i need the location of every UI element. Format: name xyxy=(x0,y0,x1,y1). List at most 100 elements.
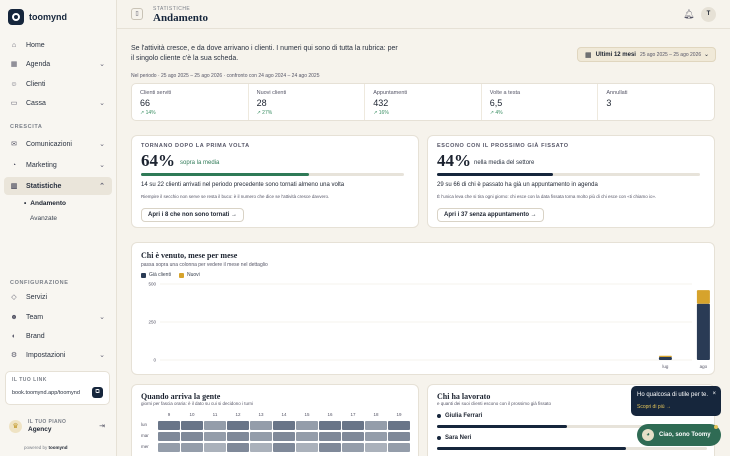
heatmap-day-label: lun xyxy=(141,422,148,427)
heatmap-title: Quando arriva la gente xyxy=(141,392,221,401)
heatmap-cell[interactable] xyxy=(181,443,203,452)
sidebar-item-label: Statistiche xyxy=(26,182,62,190)
heatmap-cell[interactable] xyxy=(158,421,180,430)
returning-progress xyxy=(141,173,404,176)
team-icon: ☻ xyxy=(10,313,18,321)
sidebar-item-label: Comunicazioni xyxy=(26,140,72,148)
calendar-icon: ▦ xyxy=(585,51,592,59)
heatmap-cell[interactable] xyxy=(204,421,226,430)
cash-icon: ▭ xyxy=(10,100,18,107)
chevron-down-icon: ⌄ xyxy=(99,100,105,107)
avatar[interactable]: T xyxy=(701,7,716,22)
chevron-down-icon: ⌄ xyxy=(99,352,105,359)
heatmap-cell[interactable] xyxy=(273,443,295,452)
heatmap-cell[interactable] xyxy=(342,421,364,430)
heatmap-cell[interactable] xyxy=(181,432,203,441)
sidebar-item-impostazioni[interactable]: ⚙ Impostazioni ⌄ xyxy=(4,346,112,364)
booking-link-url[interactable]: book.toomynd.app/toomynd xyxy=(12,390,80,396)
heatmap-cell[interactable] xyxy=(388,421,410,430)
heatmap-cell[interactable] xyxy=(250,432,272,441)
heatmap-cell[interactable] xyxy=(158,432,180,441)
heatmap-cell[interactable] xyxy=(296,432,318,441)
chevron-up-icon: ⌃ xyxy=(99,183,105,190)
staff-row[interactable]: Sara Neri xyxy=(437,435,471,441)
assistant-icon: ◕ xyxy=(642,429,654,441)
y-tick-label: 500 xyxy=(148,282,156,287)
heatmap-cell[interactable] xyxy=(204,432,226,441)
next-booked-value: 44% xyxy=(437,151,471,170)
heatmap-cell[interactable] xyxy=(273,421,295,430)
sidebar-item-agenda[interactable]: ▦ Agenda ⌄ xyxy=(4,55,112,73)
heatmap-cell[interactable] xyxy=(204,443,226,452)
chart-title: Chi è venuto, mese per mese xyxy=(141,251,238,260)
heatmap-cell[interactable] xyxy=(388,443,410,452)
heatmap-cell[interactable] xyxy=(319,443,341,452)
booking-link-label: IL TUO LINK xyxy=(12,377,47,383)
heatmap-cell[interactable] xyxy=(227,432,249,441)
sidebar-item-clienti[interactable]: ☺ Clienti xyxy=(4,75,112,93)
section-label-crescita: CRESCITA xyxy=(10,124,43,130)
open-without-appointment-button[interactable]: Apri i 37 senza appuntamento → xyxy=(437,208,544,222)
tag-icon: ◇ xyxy=(11,294,17,301)
heatmap-cell[interactable] xyxy=(365,432,387,441)
sidebar-subitem-avanzate[interactable]: Avanzate xyxy=(30,215,57,222)
sidebar-subitem-andamento[interactable]: • Andamento xyxy=(24,200,67,207)
chevron-down-icon: ⌄ xyxy=(99,314,105,321)
sidebar-item-marketing[interactable]: ◔ Marketing ⌄ xyxy=(4,156,112,174)
heatmap-hour-label: 9 xyxy=(167,412,171,417)
logout-icon[interactable]: ⇥ xyxy=(99,423,105,430)
x-tick-label: ago xyxy=(700,364,708,369)
open-not-returned-button[interactable]: Apri i 8 che non sono tornati → xyxy=(141,208,245,222)
help-more-link[interactable]: Scopri di più → xyxy=(637,404,671,410)
logo-icon xyxy=(8,9,24,25)
assistant-label: Ciao, sono Toomy xyxy=(659,432,711,438)
heatmap-cell[interactable] xyxy=(319,421,341,430)
heatmap-cell[interactable] xyxy=(296,443,318,452)
sidebar-item-brand[interactable]: ◐ Brand xyxy=(4,327,112,345)
staff-row[interactable]: Giulia Ferrari xyxy=(437,413,482,419)
sidebar-item-comunicazioni[interactable]: ✉ Comunicazioni ⌄ xyxy=(4,135,112,153)
sidebar-item-team[interactable]: ☻ Team ⌄ xyxy=(4,308,112,326)
heatmap-cell[interactable] xyxy=(296,421,318,430)
sidebar-item-servizi[interactable]: ◇ Servizi xyxy=(4,288,112,306)
sidebar-item-statistiche[interactable]: ▥ Statistiche ⌃ xyxy=(4,177,112,195)
staff-title: Chi ha lavorato xyxy=(437,392,491,401)
help-popup[interactable]: Ho qualcosa di utile per te. × Scopri di… xyxy=(631,386,721,416)
sidebar-item-label: Servizi xyxy=(26,293,48,301)
kpi-volte-a-testa: Volte a testa 6,5 ↗ 4% xyxy=(482,84,599,120)
powered-by: powered by toomynd xyxy=(24,445,68,450)
heatmap-cell[interactable] xyxy=(158,443,180,452)
heatmap-cell[interactable] xyxy=(388,432,410,441)
heatmap-cell[interactable] xyxy=(227,421,249,430)
top-header: ▯ STATISTICHE Andamento 🔔︎ T xyxy=(117,0,730,29)
heatmap-cell[interactable] xyxy=(250,421,272,430)
bell-icon[interactable]: 🔔︎ xyxy=(683,9,695,19)
close-icon[interactable]: × xyxy=(712,391,716,397)
heatmap-cell[interactable] xyxy=(365,421,387,430)
heatmap-cell[interactable] xyxy=(342,443,364,452)
period-note: Nel periodo · 25 ago 2025 – 25 ago 2026 … xyxy=(131,73,320,79)
heatmap-cell[interactable] xyxy=(250,443,272,452)
heatmap-day-label: mar xyxy=(141,433,149,438)
heatmap-hour-label: 17 xyxy=(350,412,356,417)
kpi-nuovi-clienti: Nuovi clienti 28 ↗ 27% xyxy=(249,84,366,120)
heatmap-hour-label: 12 xyxy=(235,412,241,417)
app-name: toomynd xyxy=(29,12,67,22)
copy-icon[interactable]: ⧉ xyxy=(92,387,103,398)
bar-ago-nuovi xyxy=(696,290,710,304)
sidebar-item-cassa[interactable]: ▭ Cassa ⌄ xyxy=(4,94,112,112)
assistant-button[interactable]: ◕ Ciao, sono Toomy xyxy=(637,424,721,446)
sidebar-item-label: Brand xyxy=(26,332,45,340)
sidebar-item-home[interactable]: ⌂ Home xyxy=(4,36,112,54)
heatmap-cell[interactable] xyxy=(181,421,203,430)
heatmap-cell[interactable] xyxy=(273,432,295,441)
period-selector[interactable]: ▦ Ultimi 12 mesi 25 ago 2025 – 25 ago 20… xyxy=(577,47,716,62)
heatmap-cell[interactable] xyxy=(319,432,341,441)
monthly-chart[interactable]: 0 250 500 lug ago xyxy=(132,243,716,376)
heatmap-cell[interactable] xyxy=(227,443,249,452)
heatmap-cell[interactable] xyxy=(342,432,364,441)
sidebar-toggle-icon[interactable]: ▯ xyxy=(131,8,143,20)
logo[interactable]: toomynd xyxy=(8,9,67,25)
sidebar-item-label: Clienti xyxy=(26,80,46,88)
heatmap-cell[interactable] xyxy=(365,443,387,452)
